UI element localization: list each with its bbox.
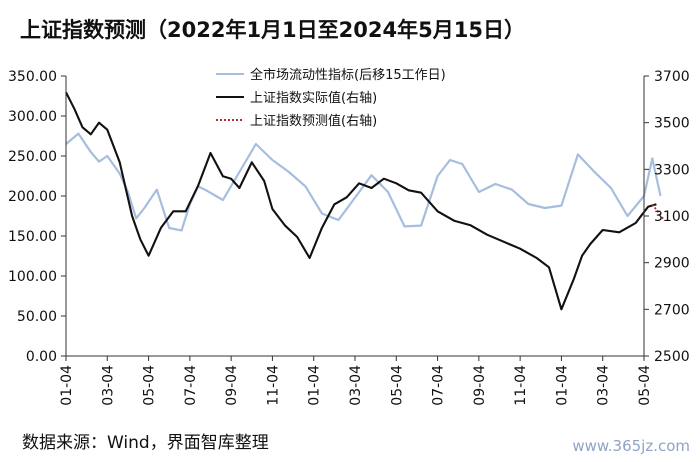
right-y-tick-label: 2500	[654, 349, 690, 365]
left-y-tick-label: 200.00	[8, 189, 57, 205]
x-tick-label: 03-04	[596, 365, 612, 406]
right-y-tick-label: 3700	[654, 69, 690, 85]
legend-item-actual-label: 上证指数实际值(右轴)	[250, 90, 377, 106]
legend-item-liquidity-label: 全市场流动性指标(后移15工作日)	[250, 67, 446, 83]
watermark: www.365jz.com	[572, 437, 690, 455]
liquidity-series-line	[65, 132, 662, 232]
left-y-tick-label: 100.00	[8, 269, 57, 285]
right-y-tick-label: 2700	[654, 302, 690, 318]
x-tick-label: 07-04	[431, 365, 447, 406]
right-y-tick-label: 3300	[654, 162, 690, 178]
x-tick-label: 07-04	[183, 365, 199, 406]
x-tick-label: 05-04	[142, 365, 158, 406]
x-tick-label: 05-04	[637, 365, 653, 406]
axes-layer: 0.00 50.00 100.00 150.00 200.00 250.00 300.00 3…	[8, 69, 690, 406]
x-tick-label: 11-04	[513, 365, 529, 406]
left-y-tick-label: 250.00	[8, 149, 57, 165]
x-tick-label: 01-04	[554, 365, 570, 406]
left-y-tick-label: 300.00	[8, 109, 57, 125]
legend-item-forecast-label: 上证指数预测值(右轴)	[250, 113, 377, 129]
plot-layer	[65, 91, 666, 311]
right-y-tick-label: 3100	[654, 209, 690, 225]
x-tick-label: 09-04	[224, 365, 240, 406]
left-y-tick-label: 0.00	[26, 349, 57, 365]
page-title: 上证指数预测（2022年1月1日至2024年5月15日）	[20, 18, 525, 42]
x-tick-label: 03-04	[100, 365, 116, 406]
x-tick-label: 03-04	[348, 365, 364, 406]
forecast-index-series-line	[651, 203, 666, 222]
right-y-tick-label: 3500	[654, 116, 690, 132]
data-source-note: 数据来源：Wind，界面智库整理	[22, 433, 269, 453]
left-y-tick-label: 350.00	[8, 69, 57, 85]
actual-index-series-line	[65, 91, 657, 311]
right-y-tick-label: 2900	[654, 256, 690, 272]
left-y-tick-label: 150.00	[8, 229, 57, 245]
legend: 全市场流动性指标(后移15工作日) 上证指数实际值(右轴) 上证指数预测值(右轴)	[216, 67, 446, 129]
x-tick-label: 01-04	[307, 365, 323, 406]
x-tick-label: 09-04	[472, 365, 488, 406]
left-y-tick-label: 50.00	[17, 309, 57, 325]
x-tick-label: 11-04	[265, 365, 281, 406]
x-tick-label: 01-04	[59, 365, 75, 406]
x-tick-label: 05-04	[389, 365, 405, 406]
